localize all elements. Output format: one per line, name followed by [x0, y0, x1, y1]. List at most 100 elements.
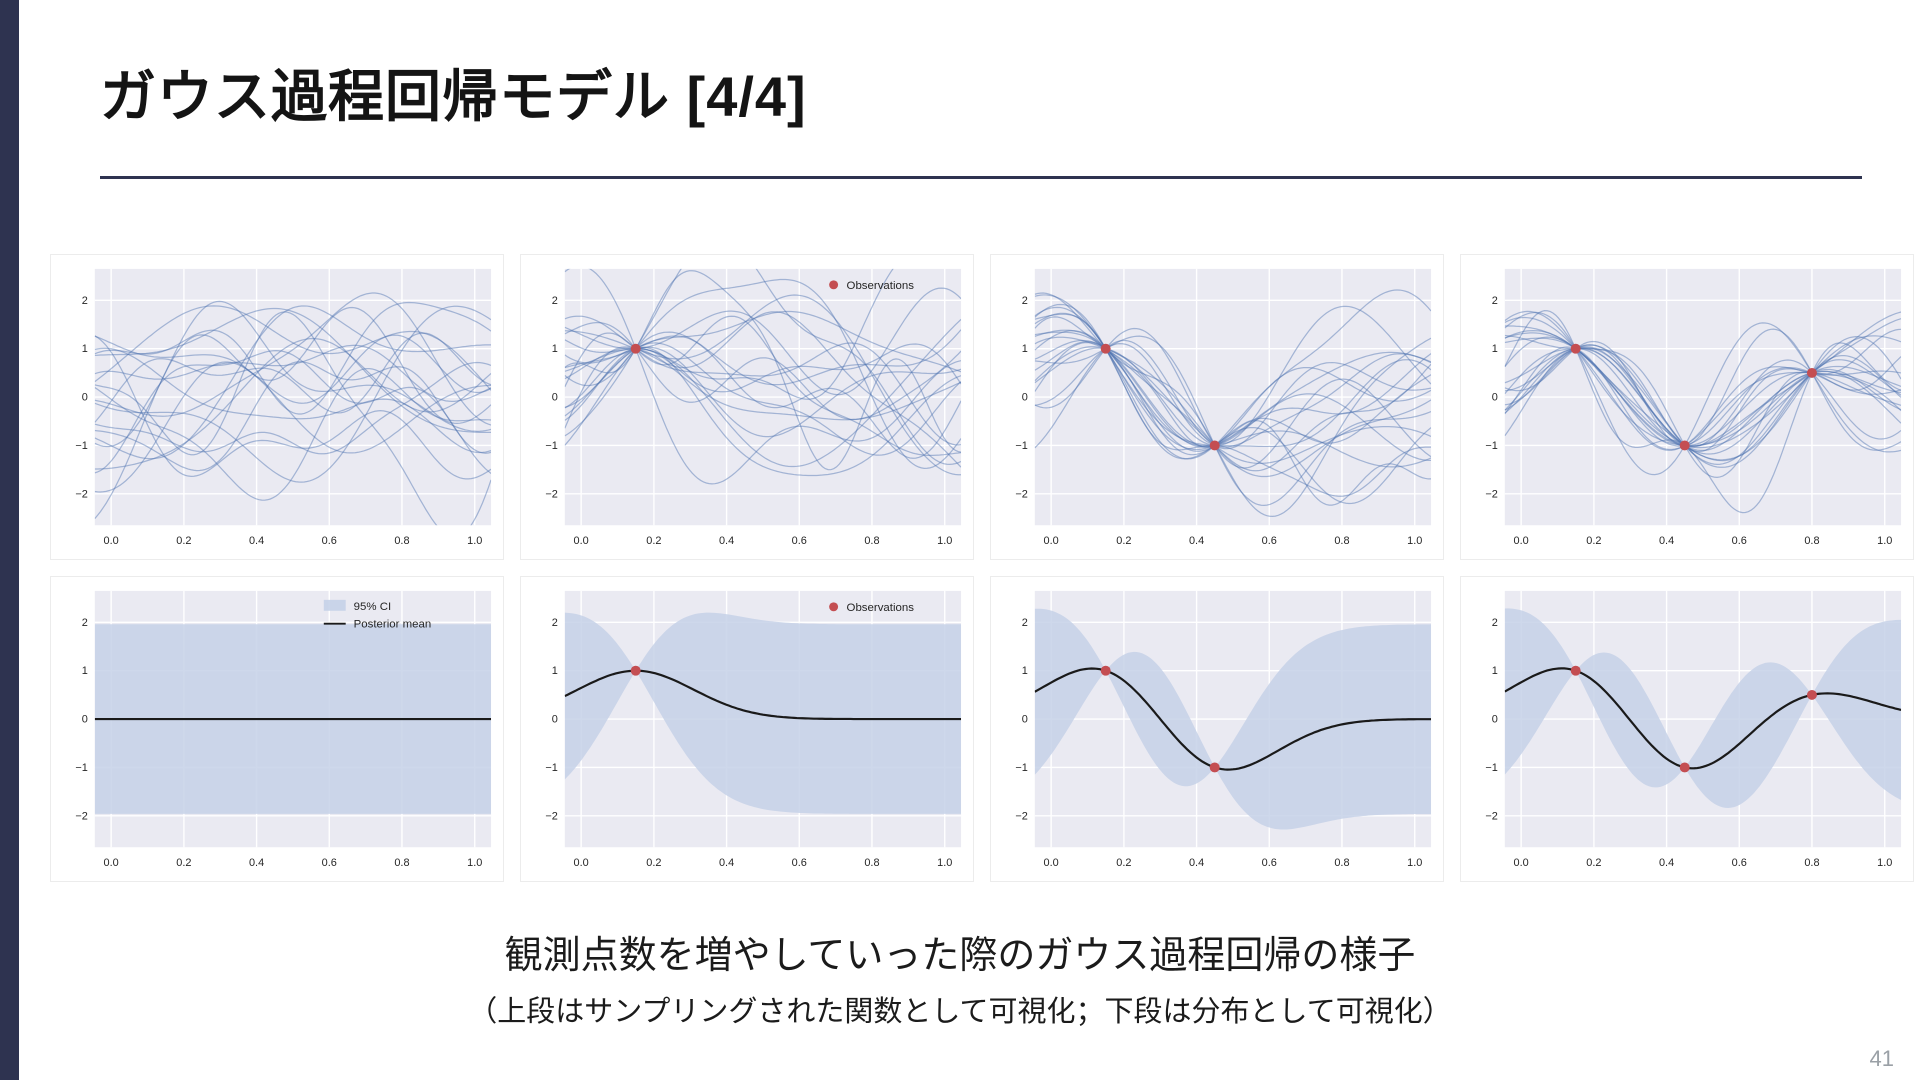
left-accent-stripe [0, 0, 19, 1080]
svg-text:0.0: 0.0 [1044, 857, 1059, 869]
svg-text:1.0: 1.0 [1407, 857, 1422, 869]
svg-text:0.6: 0.6 [792, 535, 807, 547]
svg-text:−1: −1 [545, 762, 557, 774]
svg-text:1: 1 [552, 343, 558, 355]
svg-text:0.6: 0.6 [1732, 535, 1747, 547]
svg-text:2: 2 [82, 617, 88, 629]
gp-samples-3obs-svg: 0.0 0.2 0.4 0.6 0.8 1.0 −2 −1 0 1 2 [1485, 268, 1902, 547]
gp-samples-1obs-svg: 0.0 0.2 0.4 0.6 0.8 1.0 −2 −1 0 1 2 Observations [545, 268, 962, 547]
svg-text:−2: −2 [545, 810, 557, 822]
gp-posterior-prior-svg: 0.0 0.2 0.4 0.6 0.8 1.0 −2 −1 0 1 2 95% CI Posterior… [75, 590, 492, 869]
svg-text:0.8: 0.8 [864, 857, 879, 869]
svg-text:−1: −1 [1015, 762, 1027, 774]
svg-text:0: 0 [82, 714, 88, 726]
page-number: 41 [1869, 1046, 1894, 1071]
svg-text:−2: −2 [545, 488, 557, 500]
svg-text:0.2: 0.2 [1586, 535, 1601, 547]
svg-text:−2: −2 [75, 810, 87, 822]
svg-text:0.4: 0.4 [249, 535, 264, 547]
gp-posterior-2obs: 0.0 0.2 0.4 0.6 0.8 1.0 −2 −1 0 1 2 [990, 576, 1444, 882]
gp-posterior-1obs-svg: 0.0 0.2 0.4 0.6 0.8 1.0 −2 −1 0 1 2 Observations [545, 590, 962, 869]
svg-text:0: 0 [1022, 392, 1028, 404]
svg-text:−1: −1 [1015, 440, 1027, 452]
slide-title: ガウス過程回帰モデル [4/4] [100, 65, 807, 128]
gp-posterior-prior: 0.0 0.2 0.4 0.6 0.8 1.0 −2 −1 0 1 2 95% CI Posterior… [50, 576, 504, 882]
svg-text:0: 0 [1492, 392, 1498, 404]
svg-text:1: 1 [552, 665, 558, 677]
svg-text:0.8: 0.8 [394, 535, 409, 547]
gp-samples-2obs: 0.0 0.2 0.4 0.6 0.8 1.0 −2 −1 0 1 2 [990, 254, 1444, 560]
svg-text:1: 1 [1022, 343, 1028, 355]
svg-text:0.8: 0.8 [1804, 535, 1819, 547]
svg-text:0.0: 0.0 [1514, 535, 1529, 547]
svg-text:−1: −1 [75, 762, 87, 774]
svg-text:−2: −2 [1485, 810, 1497, 822]
svg-text:0.2: 0.2 [1116, 857, 1131, 869]
svg-text:1.0: 1.0 [1877, 535, 1892, 547]
svg-text:1.0: 1.0 [1877, 857, 1892, 869]
svg-text:0.4: 0.4 [1189, 857, 1204, 869]
gp-samples-1obs: 0.0 0.2 0.4 0.6 0.8 1.0 −2 −1 0 1 2 Observations [520, 254, 974, 560]
gp-samples-prior: 0.0 0.2 0.4 0.6 0.8 1.0 −2 −1 0 1 2 [50, 254, 504, 560]
svg-text:0.2: 0.2 [1586, 857, 1601, 869]
gp-samples-prior-svg: 0.0 0.2 0.4 0.6 0.8 1.0 −2 −1 0 1 2 [75, 268, 492, 547]
plot-grid: 0.0 0.2 0.4 0.6 0.8 1.0 −2 −1 0 1 2 0.0 0.2 0.4 0.6 0.8… [50, 254, 1914, 882]
svg-text:Observations: Observations [847, 280, 915, 292]
svg-text:Posterior mean: Posterior mean [354, 619, 432, 631]
svg-text:−1: −1 [75, 440, 87, 452]
svg-text:2: 2 [1492, 295, 1498, 307]
svg-text:0.8: 0.8 [1804, 857, 1819, 869]
svg-text:0.0: 0.0 [1044, 535, 1059, 547]
svg-text:2: 2 [1022, 617, 1028, 629]
svg-text:1.0: 1.0 [467, 857, 482, 869]
svg-text:0.8: 0.8 [394, 857, 409, 869]
svg-text:0.2: 0.2 [646, 535, 661, 547]
svg-text:1: 1 [82, 343, 88, 355]
gp-samples-3obs: 0.0 0.2 0.4 0.6 0.8 1.0 −2 −1 0 1 2 [1460, 254, 1914, 560]
svg-text:0.8: 0.8 [1334, 535, 1349, 547]
svg-text:−2: −2 [75, 488, 87, 500]
gp-posterior-1obs: 0.0 0.2 0.4 0.6 0.8 1.0 −2 −1 0 1 2 Observations [520, 576, 974, 882]
gp-posterior-3obs: 0.0 0.2 0.4 0.6 0.8 1.0 −2 −1 0 1 2 [1460, 576, 1914, 882]
svg-text:1.0: 1.0 [937, 857, 952, 869]
svg-text:0.6: 0.6 [322, 857, 337, 869]
svg-text:0: 0 [1022, 714, 1028, 726]
svg-text:0.4: 0.4 [1659, 857, 1674, 869]
svg-text:2: 2 [552, 617, 558, 629]
svg-text:0: 0 [552, 392, 558, 404]
svg-text:0.8: 0.8 [864, 535, 879, 547]
gp-samples-2obs-svg: 0.0 0.2 0.4 0.6 0.8 1.0 −2 −1 0 1 2 [1015, 268, 1432, 547]
gp-posterior-3obs-svg: 0.0 0.2 0.4 0.6 0.8 1.0 −2 −1 0 1 2 [1485, 590, 1902, 869]
svg-text:0.2: 0.2 [176, 857, 191, 869]
svg-text:−1: −1 [1485, 762, 1497, 774]
svg-text:1: 1 [1022, 665, 1028, 677]
svg-text:0.8: 0.8 [1334, 857, 1349, 869]
svg-text:−1: −1 [1485, 440, 1497, 452]
svg-text:1: 1 [1492, 665, 1498, 677]
svg-text:0.6: 0.6 [322, 535, 337, 547]
caption-sub: （上段はサンプリングされた関数として可視化；下段は分布として可視化） [468, 996, 1452, 1028]
svg-text:1: 1 [1492, 343, 1498, 355]
svg-text:1: 1 [82, 665, 88, 677]
svg-text:1.0: 1.0 [1407, 535, 1422, 547]
svg-text:0.6: 0.6 [1262, 857, 1277, 869]
svg-text:−2: −2 [1015, 488, 1027, 500]
svg-text:0.0: 0.0 [574, 857, 589, 869]
svg-text:0.4: 0.4 [249, 857, 264, 869]
svg-text:−2: −2 [1485, 488, 1497, 500]
svg-text:−2: −2 [1015, 810, 1027, 822]
svg-text:2: 2 [552, 295, 558, 307]
svg-text:0.0: 0.0 [104, 535, 119, 547]
svg-text:1.0: 1.0 [937, 535, 952, 547]
svg-text:0.4: 0.4 [719, 535, 734, 547]
svg-text:0.2: 0.2 [646, 857, 661, 869]
svg-text:Observations: Observations [847, 602, 915, 614]
svg-text:0: 0 [552, 714, 558, 726]
svg-text:0.2: 0.2 [176, 535, 191, 547]
svg-text:2: 2 [82, 295, 88, 307]
svg-text:2: 2 [1022, 295, 1028, 307]
caption-main: 観測点数を増やしていった際のガウス過程回帰の様子 [504, 935, 1416, 977]
svg-text:0.4: 0.4 [1189, 535, 1204, 547]
title-underline [100, 176, 1862, 179]
svg-text:0.6: 0.6 [792, 857, 807, 869]
